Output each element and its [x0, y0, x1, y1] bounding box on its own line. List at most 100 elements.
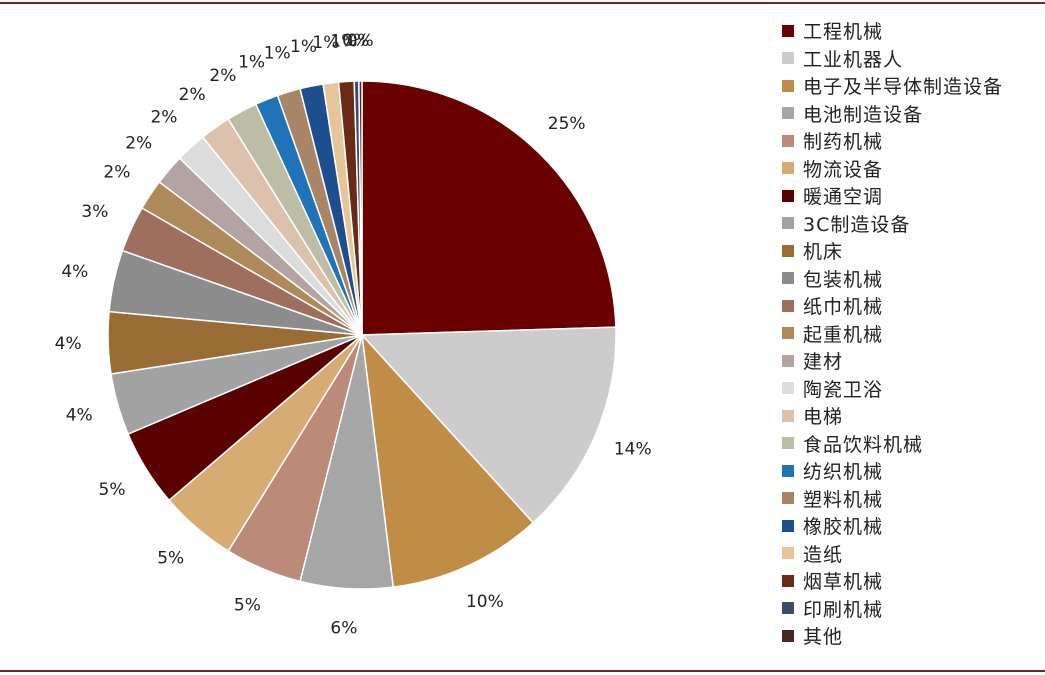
legend-label: 机床 — [803, 241, 844, 264]
slice-value-label: 2% — [150, 108, 177, 128]
slice-value-label: 1% — [312, 33, 339, 53]
legend-item: 建材 — [782, 347, 1003, 375]
slice-value-label: 1% — [264, 43, 291, 63]
slice-value-label: 14% — [614, 440, 652, 460]
slice-value-label: 0% — [342, 31, 369, 51]
legend-label: 暖通空调 — [803, 186, 884, 209]
legend-swatch — [782, 272, 794, 285]
legend-label: 食品饮料机械 — [803, 433, 924, 456]
top-border-line — [0, 2, 1045, 4]
legend-item: 3C制造设备 — [782, 210, 1003, 238]
slice-value-label: 5% — [157, 548, 184, 568]
legend-item: 工程机械 — [782, 17, 1003, 45]
pie-slices — [107, 80, 617, 590]
legend-label: 工程机械 — [803, 21, 884, 44]
legend-swatch — [782, 602, 794, 615]
legend-label: 工业机器人 — [803, 48, 904, 71]
pie-slice — [360, 326, 617, 524]
legend-swatch — [782, 24, 794, 37]
legend-label: 其他 — [803, 626, 844, 649]
slice-value-label: 0% — [347, 31, 374, 51]
slice-value-label: 4% — [66, 405, 93, 425]
legend-label: 电子及半导体制造设备 — [803, 76, 1004, 99]
pie-slice — [360, 332, 535, 588]
legend-swatch — [782, 574, 794, 587]
legend-item: 陶瓷卫浴 — [782, 375, 1003, 403]
legend-swatch — [782, 327, 794, 340]
slice-value-label: 2% — [209, 66, 236, 86]
legend-swatch — [782, 437, 794, 450]
legend-swatch — [782, 299, 794, 312]
legend-swatch — [782, 409, 794, 422]
legend-swatch — [782, 134, 794, 147]
slice-value-label: 4% — [55, 334, 82, 354]
legend-swatch — [782, 217, 794, 230]
legend-label: 制药机械 — [803, 131, 884, 154]
legend-item: 暖通空调 — [782, 182, 1003, 210]
legend-item: 物流设备 — [782, 155, 1003, 183]
legend-swatch — [782, 382, 794, 395]
pie-slice — [361, 80, 617, 336]
slice-value-label: 5% — [99, 480, 126, 500]
legend-item: 电梯 — [782, 402, 1003, 430]
legend-swatch — [782, 519, 794, 532]
slice-value-label: 25% — [548, 114, 586, 134]
legend-swatch — [782, 52, 794, 65]
pie-slice — [358, 80, 363, 336]
legend-label: 电池制造设备 — [803, 103, 924, 126]
legend-label: 印刷机械 — [803, 598, 884, 621]
legend-label: 电梯 — [803, 406, 844, 429]
legend-label: 物流设备 — [803, 158, 884, 181]
legend-label: 起重机械 — [803, 323, 884, 346]
slice-value-label: 4% — [61, 262, 88, 282]
legend-label: 建材 — [803, 351, 844, 374]
legend-item: 电子及半导体制造设备 — [782, 72, 1003, 100]
legend-item: 电池制造设备 — [782, 100, 1003, 128]
legend-swatch — [782, 629, 794, 642]
bottom-border-line — [0, 670, 1045, 672]
legend-item: 其他 — [782, 622, 1003, 650]
legend-item: 烟草机械 — [782, 567, 1003, 595]
legend-swatch — [782, 189, 794, 202]
legend-label: 塑料机械 — [803, 488, 884, 511]
legend-swatch — [782, 492, 794, 505]
legend-swatch — [782, 79, 794, 92]
legend-swatch — [782, 162, 794, 175]
legend-item: 纸巾机械 — [782, 292, 1003, 320]
legend-label: 橡胶机械 — [803, 516, 884, 539]
slice-value-label: 5% — [234, 596, 261, 616]
legend-item: 塑料机械 — [782, 485, 1003, 513]
legend-label: 包装机械 — [803, 268, 884, 291]
slice-value-label: 2% — [103, 163, 130, 183]
legend-swatch — [782, 354, 794, 367]
legend-swatch — [782, 464, 794, 477]
slice-value-label: 10% — [466, 592, 504, 612]
slice-value-label: 1% — [238, 53, 265, 73]
pie-value-labels: 25%14%10%6%5%5%5%4%4%4%3%2%2%2%2%2%1%1% 1… — [55, 31, 652, 638]
legend-swatch — [782, 547, 794, 560]
legend-item: 造纸 — [782, 540, 1003, 568]
legend-label: 烟草机械 — [803, 571, 884, 594]
slice-value-label: 3% — [81, 202, 108, 222]
legend-label: 纸巾机械 — [803, 296, 884, 319]
legend-item: 起重机械 — [782, 320, 1003, 348]
legend-label: 3C制造设备 — [803, 213, 911, 236]
slice-value-label: 2% — [125, 134, 152, 154]
slice-value-label: 1% — [290, 37, 317, 57]
legend-item: 制药机械 — [782, 127, 1003, 155]
legend-item: 印刷机械 — [782, 595, 1003, 623]
legend-item: 食品饮料机械 — [782, 430, 1003, 458]
legend-label: 造纸 — [803, 543, 844, 566]
legend-label: 纺织机械 — [803, 461, 884, 484]
legend-item: 工业机器人 — [782, 45, 1003, 73]
legend-item: 包装机械 — [782, 265, 1003, 293]
legend-swatch — [782, 107, 794, 120]
legend-item: 纺织机械 — [782, 457, 1003, 485]
chart-legend: 工程机械工业机器人电子及半导体制造设备 电池制造设备 制药机械物流设备暖通空调 3C制… — [782, 17, 1003, 650]
slice-value-label: 6% — [330, 618, 357, 638]
slice-value-label: 2% — [179, 85, 206, 105]
legend-item: 机床 — [782, 237, 1003, 265]
legend-label: 陶瓷卫浴 — [803, 378, 884, 401]
slice-value-label: 1% — [330, 32, 357, 52]
